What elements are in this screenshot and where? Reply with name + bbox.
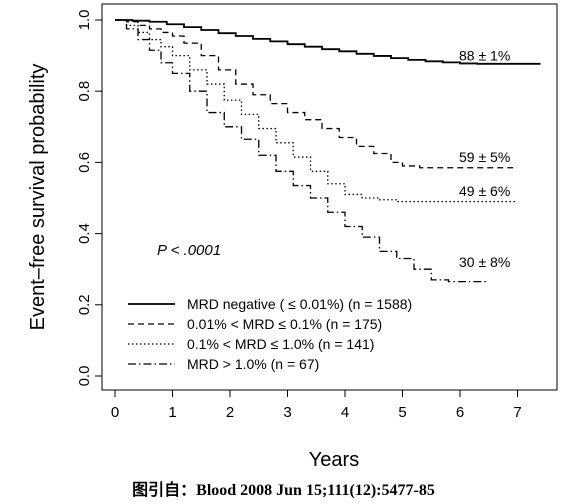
series-line-4 xyxy=(115,19,489,283)
end-label-4: 30 ± 8% xyxy=(459,254,510,270)
p-value-annotation: P < .0001 xyxy=(157,242,221,259)
x-axis-label: Years xyxy=(309,449,359,471)
series-line-1 xyxy=(115,19,541,65)
x-tick-label: 3 xyxy=(283,404,291,421)
x-tick-label: 4 xyxy=(341,404,349,421)
survival-chart: 0 1 2 3 4 5 6 7 0.0 0.2 0.4 0.6 0.8 1.0 88 ± 1% 59 ± 5… xyxy=(27,3,558,471)
y-tick-label: 1.0 xyxy=(76,10,93,31)
x-tick-label: 2 xyxy=(226,404,234,421)
x-tick-label: 6 xyxy=(456,404,464,421)
x-tick-label: 7 xyxy=(513,404,521,421)
figure-caption: 图引自：Blood 2008 Jun 15;111(12):5477-85 xyxy=(132,482,435,499)
y-tick-label: 0.6 xyxy=(76,152,93,173)
series-line-2 xyxy=(115,19,518,169)
plot-frame xyxy=(101,3,558,391)
axis-layer: 0 1 2 3 4 5 6 7 0.0 0.2 0.4 0.6 0.8 1.0 xyxy=(76,10,522,421)
y-tick-label: 0.4 xyxy=(76,223,93,244)
series-line-3 xyxy=(115,19,518,203)
end-label-3: 49 ± 6% xyxy=(459,183,510,199)
legend-label-4: MRD > 1.0% (n = 67) xyxy=(187,356,319,372)
x-tick-label: 5 xyxy=(398,404,406,421)
y-tick-label: 0.2 xyxy=(76,294,93,315)
y-tick-label: 0.0 xyxy=(76,366,93,387)
legend-label-3: 0.1% < MRD ≤ 1.0% (n = 141) xyxy=(187,336,374,352)
end-label-1: 88 ± 1% xyxy=(459,48,510,64)
legend: MRD negative ( ≤ 0.01%) (n = 1588) 0.01% … xyxy=(128,296,412,372)
end-label-2: 59 ± 5% xyxy=(459,149,510,165)
x-tick-label: 0 xyxy=(111,404,119,421)
x-tick-label: 1 xyxy=(168,404,176,421)
series-layer xyxy=(115,19,541,283)
end-label-layer: 88 ± 1% 59 ± 5% 49 ± 6% 30 ± 8% xyxy=(459,48,510,270)
legend-label-1: MRD negative ( ≤ 0.01%) (n = 1588) xyxy=(187,296,412,312)
legend-label-2: 0.01% < MRD ≤ 0.1% (n = 175) xyxy=(187,316,382,332)
y-tick-label: 0.8 xyxy=(76,81,93,102)
y-axis-label: Event–free survival probability xyxy=(27,64,49,331)
